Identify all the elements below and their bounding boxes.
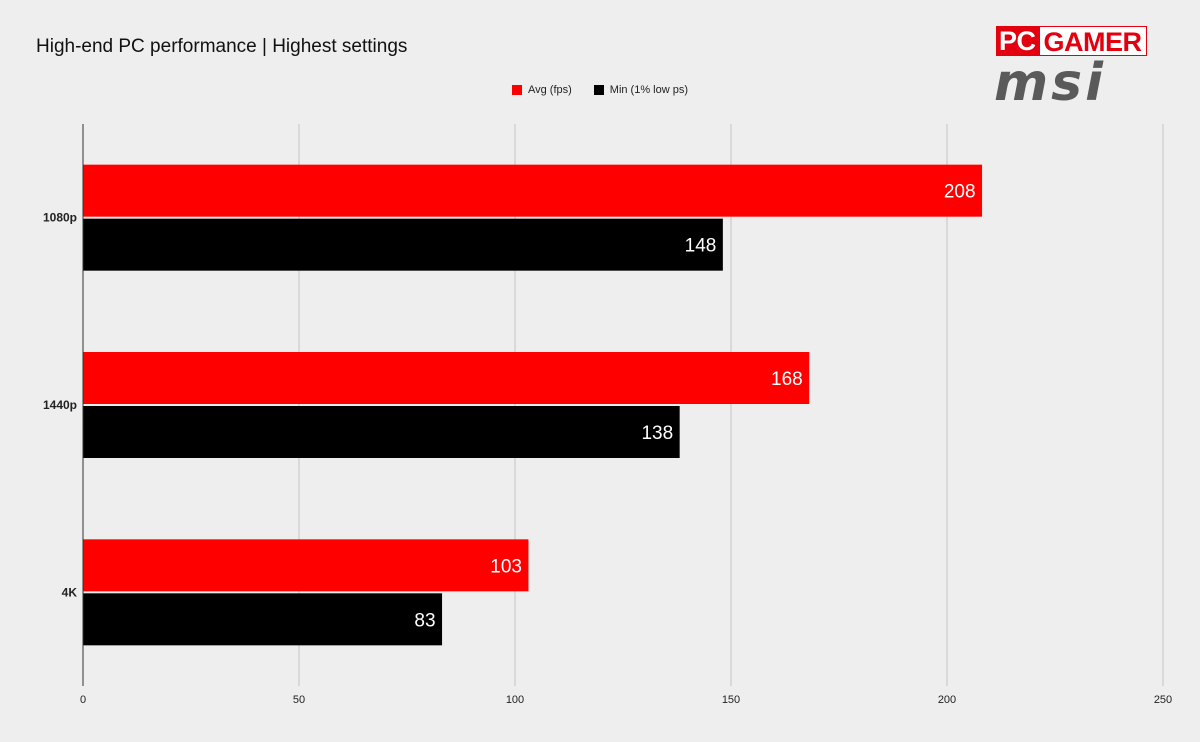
x-tick-label: 200	[938, 694, 956, 706]
chart-title: High-end PC performance | Highest settin…	[36, 36, 408, 57]
data-label: 138	[641, 423, 673, 444]
bar-min	[83, 593, 443, 646]
bar-avg	[83, 352, 810, 404]
data-label: 103	[490, 556, 522, 577]
pc-gamer-logo: PC GAMER	[996, 26, 1147, 57]
x-tick-label: 100	[506, 694, 524, 706]
data-label: 208	[944, 182, 976, 203]
legend-swatch-min	[593, 85, 604, 95]
legend-label-min: Min (1% low ps)	[609, 84, 689, 96]
x-tick-label: 250	[1154, 694, 1172, 706]
data-label: 148	[685, 236, 717, 257]
x-tick-label: 50	[293, 694, 305, 706]
legend-label-avg: Avg (fps)	[527, 84, 572, 96]
pc-gamer-msi-logo: PC GAMER msi	[992, 26, 1162, 110]
bar-min	[83, 218, 723, 271]
x-tick-label: 0	[80, 694, 86, 706]
bar-min	[83, 406, 680, 458]
category-label: 4K	[62, 585, 78, 599]
bar-avg	[83, 164, 983, 217]
legend-item-min: Min (1% low ps)	[593, 84, 689, 96]
legend-swatch-avg	[511, 85, 522, 95]
legend-item-avg: Avg (fps)	[511, 84, 572, 96]
x-tick-label: 150	[722, 694, 740, 706]
data-label: 83	[414, 610, 435, 631]
logo-gamer-text: GAMER	[1038, 26, 1147, 57]
category-label: 1080p	[43, 211, 77, 225]
bar-avg	[83, 539, 529, 592]
legend: Avg (fps) Min (1% low ps)	[0, 84, 1200, 96]
category-label: 1440p	[43, 398, 77, 412]
logo-pc-text: PC	[996, 26, 1039, 56]
msi-logo: msi	[994, 53, 1106, 113]
data-label: 168	[771, 369, 803, 390]
